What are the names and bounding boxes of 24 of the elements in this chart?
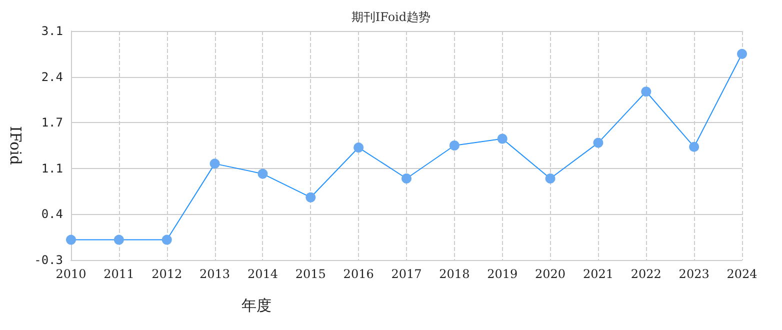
- y-tick-label: 0.4: [41, 207, 63, 222]
- x-tick-label: 2015: [295, 267, 326, 281]
- x-tick-label: 2023: [678, 267, 710, 281]
- x-tick-label: 2021: [582, 267, 614, 281]
- x-tick-label: 2016: [343, 267, 374, 281]
- x-axis-title: 年度: [242, 296, 272, 314]
- x-tick-label: 2010: [56, 267, 86, 281]
- chart-title: 期刊IFoid趋势: [351, 10, 431, 24]
- x-tick-label: 2024: [726, 267, 758, 281]
- x-tick-label: 2013: [200, 267, 230, 281]
- x-tick-label: 2017: [391, 267, 422, 281]
- y-tick-label: 1.1: [41, 161, 63, 176]
- y-axis-title: IFoid: [6, 126, 24, 166]
- y-tick-label: -0.3: [34, 253, 63, 267]
- x-tick-label: 2018: [439, 267, 470, 281]
- x-tick-label: 2020: [535, 267, 566, 281]
- x-tick-label: 2014: [247, 267, 278, 281]
- y-tick-label: 1.7: [41, 116, 63, 130]
- y-tick-label: 2.4: [41, 70, 63, 84]
- x-tick-label: 2011: [104, 267, 134, 281]
- x-tick-label: 2012: [152, 267, 182, 281]
- x-tick-label: 2022: [630, 267, 662, 281]
- x-tick-label: 2019: [487, 267, 518, 281]
- y-tick-label: 3.1: [41, 24, 63, 38]
